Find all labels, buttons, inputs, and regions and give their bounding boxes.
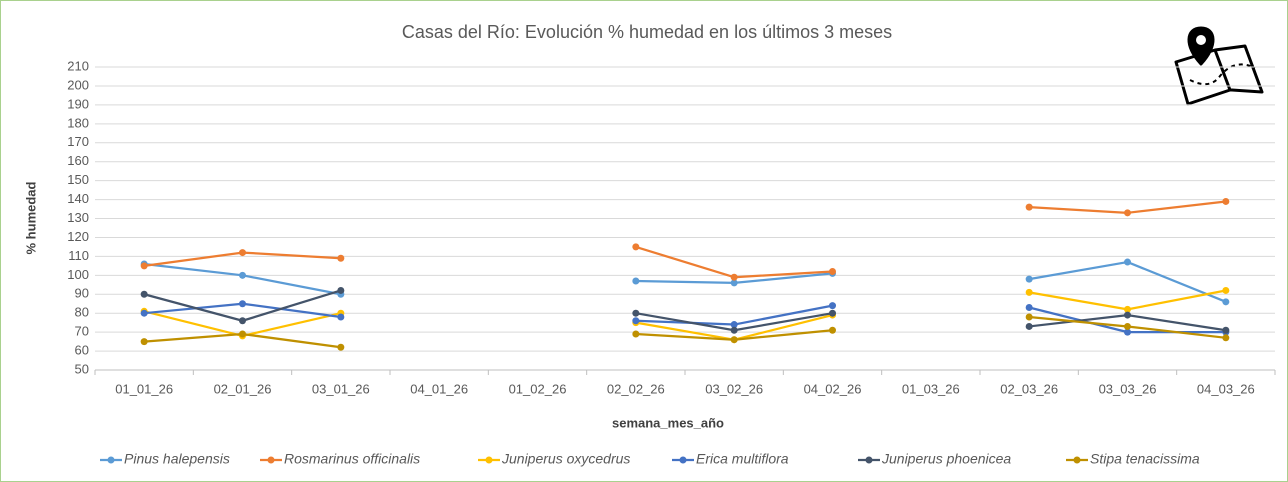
- x-tick-label: 01_02_26: [509, 381, 567, 396]
- x-axis-label: semana_mes_año: [612, 415, 724, 430]
- y-tick-label: 210: [67, 58, 89, 73]
- y-tick-label: 120: [67, 229, 89, 244]
- data-point: [1025, 322, 1033, 330]
- data-point: [337, 343, 345, 351]
- data-point: [239, 330, 246, 338]
- data-point: [1025, 203, 1033, 211]
- data-point: [1222, 286, 1230, 294]
- data-point: [140, 338, 148, 346]
- data-point: [1025, 304, 1033, 312]
- y-tick-label: 70: [75, 324, 89, 339]
- data-point: [337, 286, 345, 294]
- data-point: [239, 271, 246, 279]
- y-tick-label: 110: [68, 248, 89, 263]
- data-point: [632, 309, 640, 317]
- y-tick-label: 150: [67, 172, 89, 187]
- data-point: [730, 273, 738, 281]
- x-tick-label: 02_03_26: [1000, 381, 1058, 396]
- data-point: [730, 326, 738, 334]
- data-point: [1124, 328, 1131, 336]
- y-tick-label: 140: [67, 191, 89, 206]
- y-tick-label: 100: [67, 267, 89, 282]
- legend-label: Stipa tenacissima: [1090, 451, 1200, 467]
- data-point: [1222, 334, 1230, 342]
- data-point: [1222, 197, 1230, 205]
- data-point: [239, 300, 246, 308]
- data-point: [730, 336, 738, 344]
- legend-marker: [1073, 456, 1081, 464]
- data-point: [1124, 209, 1131, 217]
- data-point: [1222, 326, 1230, 334]
- legend-label: Erica multiflora: [696, 451, 789, 467]
- legend-marker: [485, 456, 493, 464]
- data-point: [829, 302, 836, 310]
- data-point: [1025, 313, 1033, 321]
- data-point: [140, 309, 148, 317]
- y-tick-label: 170: [67, 134, 89, 149]
- data-point: [632, 277, 640, 285]
- data-point: [1124, 311, 1131, 319]
- x-tick-label: 02_01_26: [214, 381, 272, 396]
- x-tick-label: 03_02_26: [705, 381, 763, 396]
- data-point: [140, 290, 148, 298]
- y-tick-label: 90: [75, 286, 89, 301]
- y-tick-label: 50: [75, 361, 89, 376]
- x-tick-label: 03_03_26: [1099, 381, 1157, 396]
- y-tick-label: 60: [75, 343, 89, 358]
- legend-label: Juniperus phoenicea: [881, 451, 1011, 467]
- legend-label: Pinus halepensis: [124, 451, 230, 467]
- x-tick-label: 01_01_26: [115, 381, 173, 396]
- y-tick-label: 160: [67, 153, 89, 168]
- x-tick-label: 04_01_26: [410, 381, 468, 396]
- y-tick-label: 130: [67, 210, 89, 225]
- data-point: [337, 254, 345, 262]
- y-tick-label: 180: [67, 115, 89, 130]
- data-point: [730, 279, 738, 287]
- data-point: [632, 317, 640, 325]
- data-point: [1124, 258, 1131, 266]
- data-point: [632, 330, 640, 338]
- data-point: [1124, 322, 1131, 330]
- y-tick-label: 200: [67, 77, 89, 92]
- legend-label: Juniperus oxycedrus: [501, 451, 630, 467]
- chart-title: Casas del Río: Evolución % humedad en lo…: [402, 22, 892, 42]
- data-point: [1124, 305, 1131, 313]
- data-point: [1025, 288, 1033, 296]
- x-tick-label: 04_03_26: [1197, 381, 1255, 396]
- data-point: [829, 268, 836, 276]
- y-tick-label: 190: [67, 96, 89, 111]
- data-point: [239, 317, 246, 325]
- data-point: [829, 326, 836, 334]
- data-point: [632, 243, 640, 251]
- x-tick-label: 01_03_26: [902, 381, 960, 396]
- data-point: [1025, 275, 1033, 283]
- x-tick-label: 03_01_26: [312, 381, 370, 396]
- y-axis-label: % humedad: [23, 181, 38, 254]
- x-tick-label: 04_02_26: [804, 381, 862, 396]
- data-point: [140, 262, 148, 270]
- legend-marker: [267, 456, 275, 464]
- legend-marker: [679, 456, 687, 464]
- x-tick-label: 02_02_26: [607, 381, 665, 396]
- data-point: [730, 321, 738, 329]
- data-point: [1222, 298, 1230, 306]
- data-point: [337, 313, 345, 321]
- y-tick-label: 80: [75, 305, 89, 320]
- legend-marker: [107, 456, 115, 464]
- data-point: [239, 249, 246, 257]
- legend-label: Rosmarinus officinalis: [284, 451, 420, 467]
- data-point: [829, 309, 836, 317]
- legend-marker: [865, 456, 873, 464]
- map-icon: [1174, 26, 1264, 106]
